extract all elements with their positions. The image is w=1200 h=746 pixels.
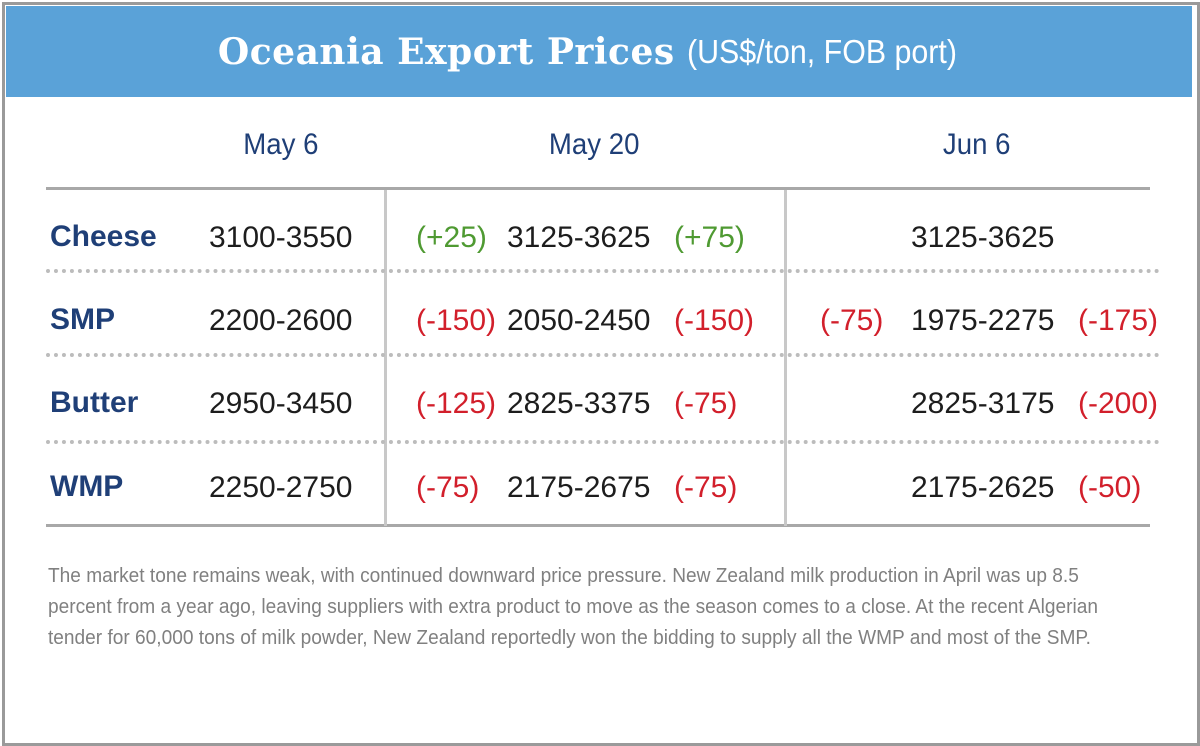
- price-may6-wmp: 2250-2750: [209, 471, 353, 504]
- column-header-may6: May 6: [243, 128, 319, 161]
- change-jun6-before-smp: (-75): [820, 304, 884, 337]
- product-label-smp: SMP: [50, 303, 116, 336]
- row-divider-3: [46, 440, 1160, 444]
- price-jun6-butter: 2825-3175: [911, 387, 1055, 420]
- page-subtitle: (US$/ton, FOB port): [686, 32, 957, 70]
- change-may20-before-cheese: (+25): [416, 221, 487, 254]
- column-divider-1: [384, 190, 387, 526]
- column-header-jun6: Jun 6: [942, 128, 1011, 161]
- change-jun6-after-butter: (-200): [1078, 387, 1159, 420]
- title-banner: Oceania Export Prices (US$/ton, FOB port…: [6, 6, 1192, 97]
- change-may20-after-smp: (-150): [674, 304, 755, 337]
- row-divider-2: [46, 353, 1160, 357]
- price-may6-butter: 2950-3450: [209, 387, 353, 420]
- price-may6-cheese: 3100-3550: [209, 221, 353, 254]
- change-may20-after-butter: (-75): [674, 387, 738, 420]
- price-may20-smp: 2050-2450: [507, 304, 651, 337]
- change-may20-before-butter: (-125): [416, 387, 497, 420]
- change-may20-before-wmp: (-75): [416, 471, 480, 504]
- price-jun6-smp: 1975-2275: [911, 304, 1055, 337]
- price-may20-butter: 2825-3375: [507, 387, 651, 420]
- change-jun6-after-smp: (-175): [1078, 304, 1159, 337]
- column-header-may20: May 20: [548, 128, 640, 161]
- row-divider-1: [46, 269, 1160, 273]
- price-may20-cheese: 3125-3625: [507, 221, 651, 254]
- price-may20-wmp: 2175-2675: [507, 471, 651, 504]
- product-label-cheese: Cheese: [50, 220, 157, 253]
- price-jun6-wmp: 2175-2625: [911, 471, 1055, 504]
- product-label-wmp: WMP: [50, 470, 124, 503]
- change-jun6-after-wmp: (-50): [1078, 471, 1142, 504]
- price-jun6-cheese: 3125-3625: [911, 221, 1055, 254]
- product-label-butter: Butter: [50, 386, 139, 419]
- page-title: Oceania Export Prices: [217, 30, 675, 73]
- market-note: The market tone remains weak, with conti…: [48, 565, 1099, 649]
- change-may20-before-smp: (-150): [416, 304, 497, 337]
- table-bottom-rule: [46, 524, 1150, 527]
- change-may20-after-cheese: (+75): [674, 221, 745, 254]
- change-may20-after-wmp: (-75): [674, 471, 738, 504]
- price-may6-smp: 2200-2600: [209, 304, 353, 337]
- table-top-rule: [46, 187, 1150, 190]
- column-divider-2: [784, 190, 787, 526]
